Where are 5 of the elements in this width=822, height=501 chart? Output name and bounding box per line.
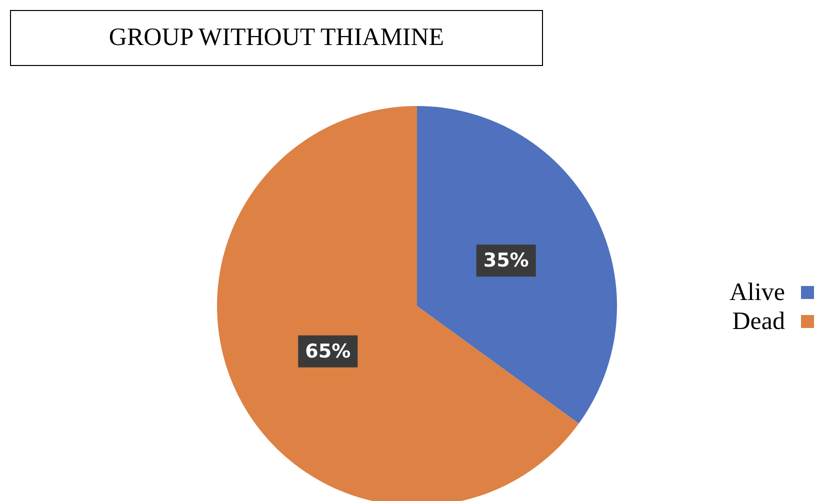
data-label: 65% xyxy=(305,340,351,362)
chart-title: GROUP WITHOUT THIAMINE xyxy=(10,10,543,66)
legend-label: Dead xyxy=(732,308,785,336)
data-label: 35% xyxy=(483,250,529,272)
legend-label: Alive xyxy=(729,278,785,306)
